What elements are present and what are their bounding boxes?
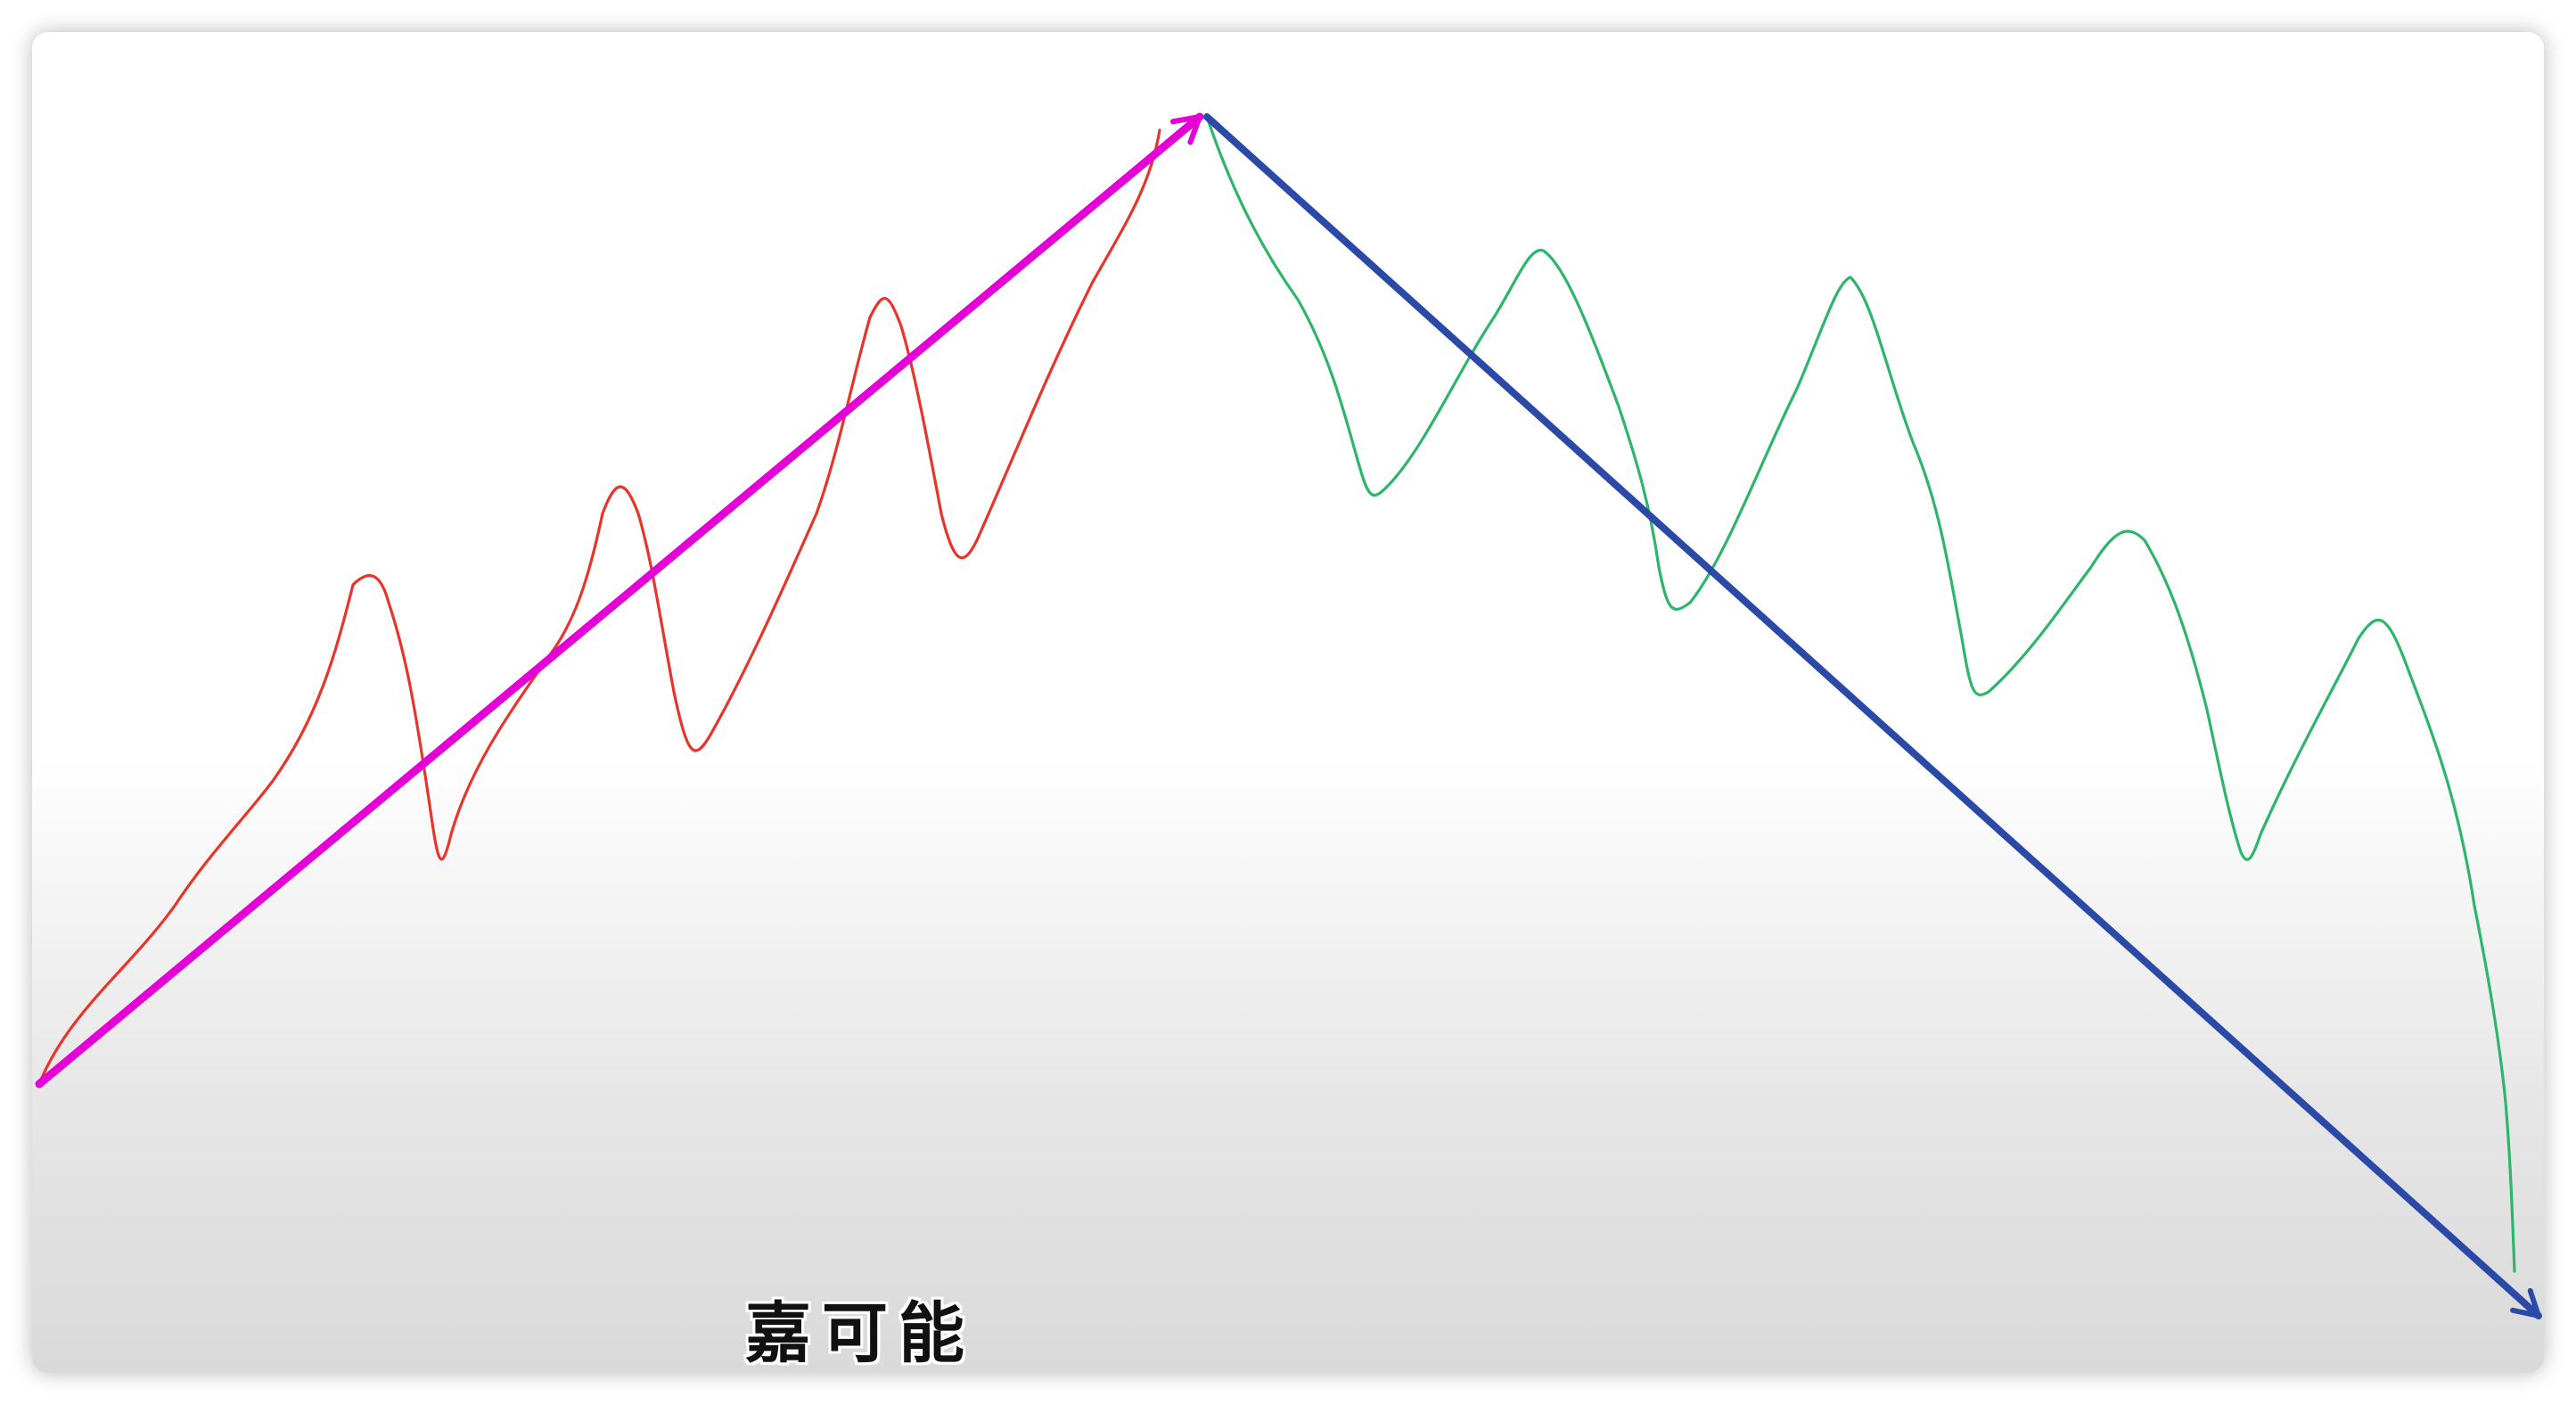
trend-diagram xyxy=(35,112,2542,1319)
downtrend-wave xyxy=(1205,115,2516,1273)
uptrend-arrow xyxy=(35,112,1204,1089)
downtrend-arrow xyxy=(1203,113,2542,1319)
uptrend-wave xyxy=(37,128,1161,1086)
video-subtitle: 嘉可能 xyxy=(745,1295,975,1372)
video-frame: 嘉可能 xyxy=(32,32,2544,1373)
